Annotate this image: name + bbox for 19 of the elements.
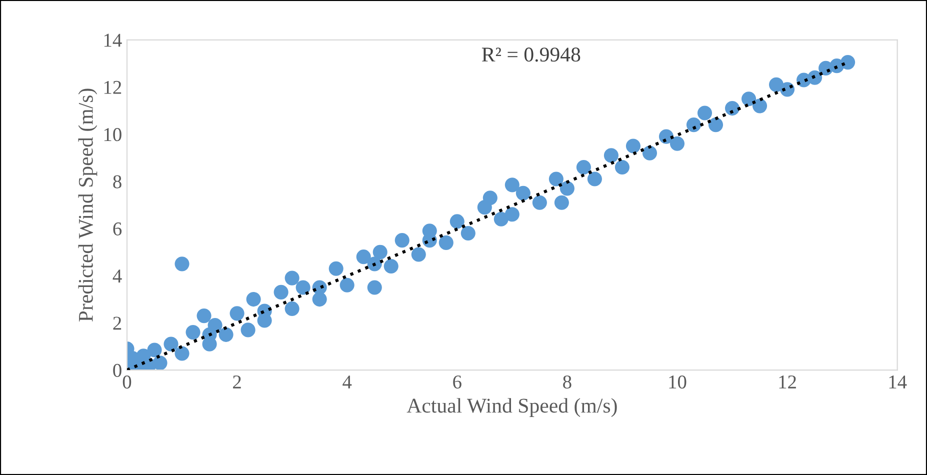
y-tick-label: 8: [113, 175, 122, 188]
y-tick-label: 10: [104, 128, 122, 142]
y-tick-label: 6: [113, 222, 122, 236]
x-axis-title: Actual Wind Speed (m/s): [406, 398, 617, 417]
x-tick-label: 2: [233, 376, 241, 388]
x-tick-label: 14: [889, 376, 907, 388]
x-tick-label: 10: [669, 375, 686, 389]
y-tick-label: 0: [113, 364, 122, 377]
y-tick-label: 2: [113, 316, 122, 330]
x-tick-label: 12: [779, 376, 796, 388]
x-tick-label: 4: [342, 376, 352, 388]
y-tick-label: 4: [112, 270, 122, 282]
x-tick-label: 0: [122, 375, 132, 389]
x-tick-label: 8: [563, 375, 572, 389]
y-axis-title: Predicted Wind Speed (m/s): [78, 88, 98, 322]
y-tick-label: 12: [104, 80, 122, 94]
x-tick-label: 6: [453, 376, 462, 389]
annotation: R² = 0.9948: [482, 48, 580, 62]
y-tick-label: 14: [104, 34, 122, 47]
